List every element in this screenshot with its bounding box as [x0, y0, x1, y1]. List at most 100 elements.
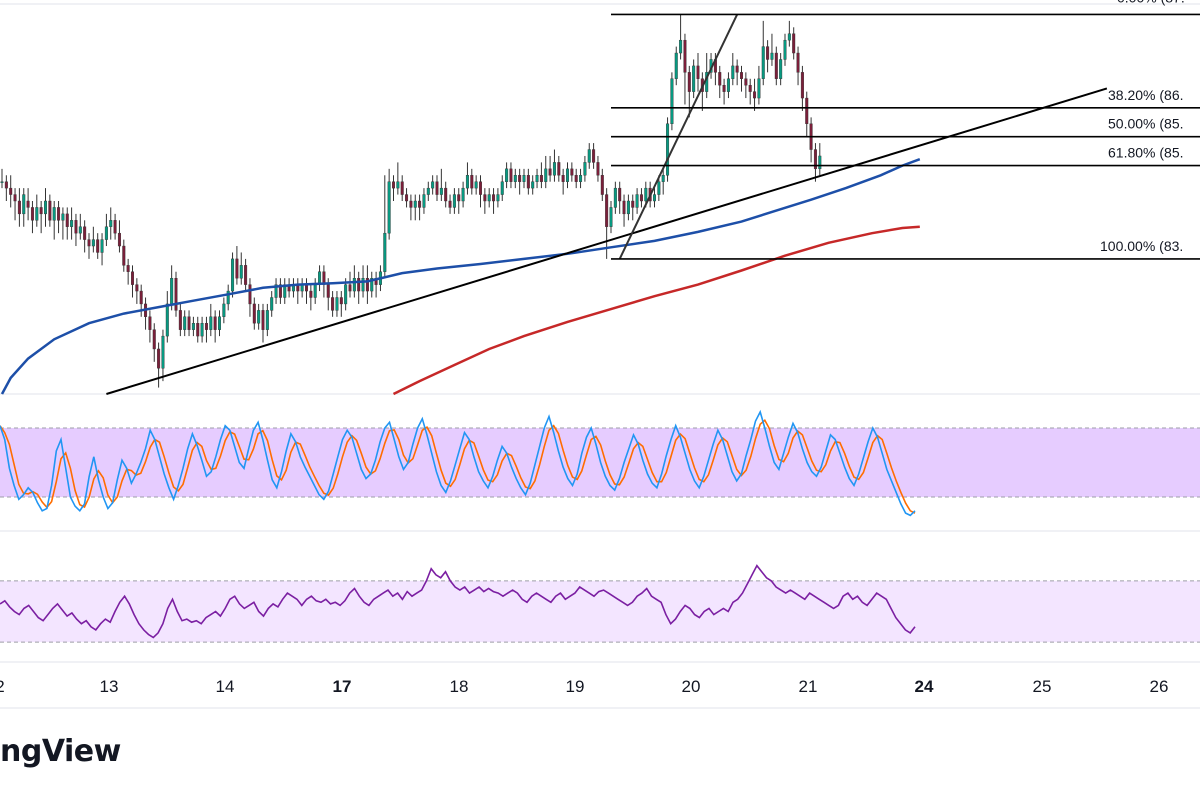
time-axis-label: 13: [100, 677, 119, 696]
candle-up: [431, 181, 435, 189]
fib-level-label: 61.80% (85.: [1108, 145, 1184, 161]
candle-up: [513, 175, 517, 182]
ema-slow-line: [392, 225, 920, 396]
candle-down: [596, 162, 600, 176]
candle-down: [792, 33, 796, 54]
candle-down: [130, 271, 134, 285]
candle-down: [83, 226, 87, 240]
candle-down: [348, 284, 352, 292]
candle-up: [661, 175, 665, 182]
candle-down: [718, 72, 722, 86]
rsi-pane[interactable]: [0, 564, 1200, 643]
candle-down: [305, 284, 309, 292]
time-axis-label: 26: [1150, 677, 1169, 696]
stochastic-pane[interactable]: [0, 409, 1200, 517]
candle-down: [309, 290, 313, 298]
candle-up: [657, 181, 661, 195]
tradingview-logo[interactable]: ngView: [0, 734, 121, 769]
candle-down: [26, 200, 30, 208]
candle-up: [439, 187, 443, 195]
candle-up: [217, 316, 221, 330]
candle-up: [109, 220, 113, 227]
ema-fast-line: [0, 158, 921, 395]
candle-down: [400, 181, 404, 195]
candle-down: [392, 181, 396, 189]
candle-down: [470, 175, 474, 189]
candle-up: [61, 213, 65, 221]
candle-down: [157, 348, 161, 369]
candle-up: [670, 78, 674, 125]
candle-down: [483, 194, 487, 202]
candle-down: [805, 97, 809, 124]
candle-down: [435, 181, 439, 195]
candle-down: [135, 284, 139, 292]
candle-up: [335, 297, 339, 311]
candle-down: [365, 278, 369, 292]
candle-up: [170, 278, 174, 305]
candle-down: [509, 168, 513, 182]
candle-down: [574, 175, 578, 182]
time-axis-label: 18: [450, 677, 469, 696]
candle-down: [479, 181, 483, 195]
candle-down: [9, 187, 13, 195]
candle-down: [548, 168, 552, 176]
fib-level-label: 100.00% (83.: [1100, 238, 1183, 254]
candle-down: [774, 52, 778, 79]
candle-up: [635, 194, 639, 208]
price-pane[interactable]: 0.00% (87. 38.20% (86. 50.00% (85. 61.80% (…: [0, 0, 1200, 396]
candle-up: [679, 39, 683, 54]
candle-down: [605, 194, 609, 227]
candle-up: [191, 323, 195, 330]
candle-down: [570, 168, 574, 176]
candle-down: [631, 200, 635, 208]
candle-up: [552, 162, 556, 176]
time-axis-label: 24: [915, 677, 934, 696]
time-axis-label: 25: [1033, 677, 1052, 696]
candle-down: [735, 65, 739, 73]
candle-up: [653, 194, 657, 202]
candle-down: [17, 200, 21, 215]
candle-up: [626, 200, 630, 215]
candle-up: [361, 278, 365, 292]
candle-down: [357, 278, 361, 292]
candle-up: [783, 39, 787, 60]
candle-up: [226, 290, 230, 305]
candle-down: [744, 78, 748, 86]
candle-up: [544, 168, 548, 182]
candle-up: [465, 175, 469, 189]
candle-up: [535, 175, 539, 182]
candle-down: [235, 258, 239, 279]
candle-down: [152, 329, 156, 350]
candle-up: [265, 310, 269, 330]
candle-up: [231, 258, 235, 292]
stoch-k-line: [0, 409, 916, 517]
candle-up: [461, 187, 465, 202]
candle-up: [731, 65, 735, 79]
candle-down: [796, 52, 800, 73]
time-axis-label: 21: [799, 677, 818, 696]
candle-up: [426, 187, 430, 195]
candle-down: [539, 175, 543, 182]
candle-down: [126, 265, 130, 272]
time-axis[interactable]: 2 13 14 17 18 19 20 21 24 25 26: [0, 677, 1168, 696]
candle-up: [78, 226, 82, 234]
candle-up: [422, 194, 426, 208]
candle-down: [753, 91, 757, 99]
candle-down: [87, 239, 91, 247]
candle-down: [4, 181, 8, 189]
candle-up: [666, 123, 670, 176]
candle-down: [65, 213, 69, 227]
fib-level-label: 0.00% (87.: [1117, 0, 1185, 5]
candle-up: [674, 52, 678, 79]
candle-up: [779, 59, 783, 79]
candle-up: [644, 187, 648, 202]
candle-up: [531, 181, 535, 189]
candle-up: [818, 155, 822, 170]
candle-up: [35, 207, 39, 221]
candle-down: [148, 316, 152, 330]
candle-up: [452, 194, 456, 208]
candle-up: [757, 78, 761, 99]
candle-up: [413, 200, 417, 208]
candle-down: [74, 220, 78, 234]
